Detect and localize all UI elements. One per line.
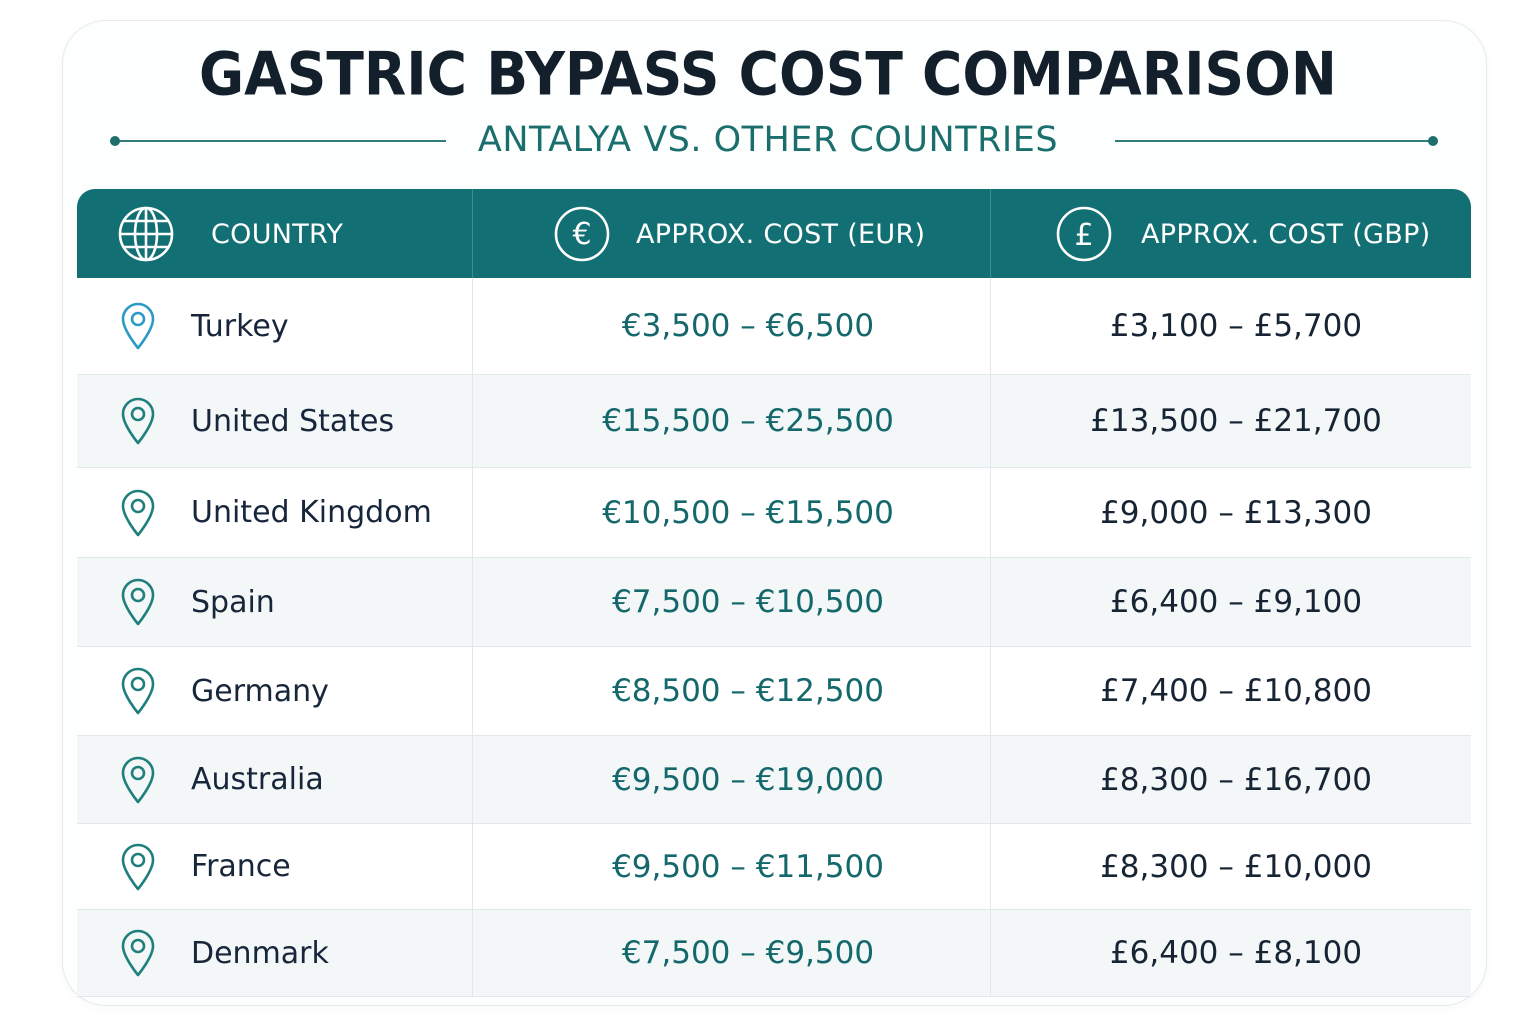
pound-icon: £	[1055, 205, 1113, 263]
header-label-country: COUNTRY	[211, 189, 343, 278]
country-name: Australia	[191, 736, 324, 824]
table-row: Germany €8,500 – €12,500 £7,400 – £10,80…	[77, 647, 1471, 736]
gbp-cost: £3,100 – £5,700	[991, 278, 1471, 375]
gbp-cost: £9,000 – £13,300	[991, 468, 1471, 558]
header-label-gbp: APPROX. COST (GBP)	[1141, 189, 1431, 278]
eur-cost: €10,500 – €15,500	[473, 468, 1023, 558]
cost-comparison-table: COUNTRY € APPROX. COST (EUR) £ APPROX. C…	[77, 189, 1471, 997]
table-row: Denmark €7,500 – €9,500 £6,400 – £8,100	[77, 910, 1471, 997]
eur-cost: €3,500 – €6,500	[473, 278, 1023, 375]
gbp-cost: £6,400 – £9,100	[991, 558, 1471, 647]
eur-cost: €9,500 – €19,000	[473, 736, 1023, 824]
table-row: Turkey €3,500 – €6,500 £3,100 – £5,700	[77, 278, 1471, 375]
table-header: COUNTRY € APPROX. COST (EUR) £ APPROX. C…	[77, 189, 1471, 278]
table-bottom-border	[77, 996, 1471, 997]
gbp-cost: £6,400 – £8,100	[991, 910, 1471, 997]
header-cell-eur: € APPROX. COST (EUR)	[473, 189, 990, 278]
table-row: Australia €9,500 – €19,000 £8,300 – £16,…	[77, 736, 1471, 824]
svg-text:€: €	[572, 217, 591, 252]
svg-text:£: £	[1074, 218, 1093, 253]
column-divider	[990, 278, 991, 997]
location-pin-icon	[119, 928, 157, 978]
header-cell-country: COUNTRY	[77, 189, 472, 278]
country-name: Turkey	[191, 278, 289, 375]
country-name: Denmark	[191, 910, 329, 997]
country-name: France	[191, 824, 291, 910]
globe-icon	[117, 205, 175, 263]
subtitle-rule-right	[1115, 140, 1433, 142]
gbp-cost: £8,300 – £10,000	[991, 824, 1471, 910]
country-name: Germany	[191, 647, 329, 736]
country-name: Spain	[191, 558, 275, 647]
location-pin-icon	[119, 301, 157, 351]
country-name: United States	[191, 375, 394, 468]
table-row: France €9,500 – €11,500 £8,300 – £10,000	[77, 824, 1471, 910]
header-cell-gbp: £ APPROX. COST (GBP)	[991, 189, 1471, 278]
eur-cost: €7,500 – €10,500	[473, 558, 1023, 647]
header-label-eur: APPROX. COST (EUR)	[636, 189, 925, 278]
table-row: Spain €7,500 – €10,500 £6,400 – £9,100	[77, 558, 1471, 647]
table-row: United States €15,500 – €25,500 £13,500 …	[77, 375, 1471, 468]
gbp-cost: £8,300 – £16,700	[991, 736, 1471, 824]
gbp-cost: £13,500 – £21,700	[991, 375, 1471, 468]
page-title: GASTRIC BYPASS COST COMPARISON	[0, 31, 1536, 117]
location-pin-icon	[119, 488, 157, 538]
eur-cost: €8,500 – €12,500	[473, 647, 1023, 736]
gbp-cost: £7,400 – £10,800	[991, 647, 1471, 736]
location-pin-icon	[119, 755, 157, 805]
euro-icon: €	[553, 205, 611, 263]
eur-cost: €15,500 – €25,500	[473, 375, 1023, 468]
location-pin-icon	[119, 666, 157, 716]
country-name: United Kingdom	[191, 468, 432, 558]
table-row: United Kingdom €10,500 – €15,500 £9,000 …	[77, 468, 1471, 558]
location-pin-icon	[119, 396, 157, 446]
eur-cost: €9,500 – €11,500	[473, 824, 1023, 910]
location-pin-icon	[119, 577, 157, 627]
subtitle-row: ANTALYA VS. OTHER COUNTRIES	[0, 112, 1536, 168]
eur-cost: €7,500 – €9,500	[473, 910, 1023, 997]
column-divider	[472, 278, 473, 997]
subtitle-dot-right	[1428, 136, 1438, 146]
location-pin-icon	[119, 842, 157, 892]
